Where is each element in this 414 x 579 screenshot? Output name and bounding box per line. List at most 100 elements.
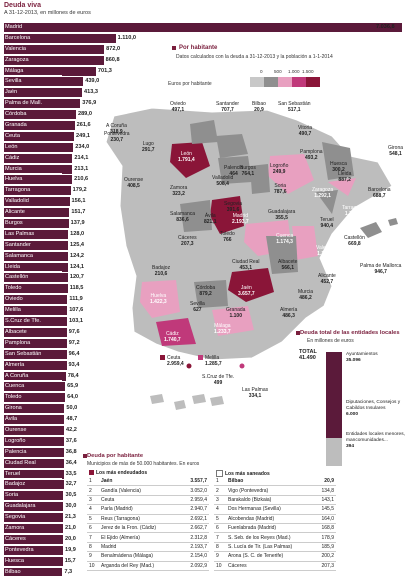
bar-category-label: Zaragoza: [5, 56, 29, 63]
total-bar-ayuntamientos: [326, 352, 342, 466]
bar-category-label: Almería: [5, 361, 25, 368]
bar-value-label: 21,3: [65, 514, 76, 521]
bar: [4, 382, 66, 392]
city-label: Ávila 821,1: [204, 213, 217, 225]
bar: [4, 393, 66, 403]
color-scale-swatch: [278, 77, 292, 87]
bar: [4, 502, 64, 512]
city-label: Pontevedra 230,7: [104, 131, 130, 143]
bar-row: Teruel 33,5: [4, 469, 404, 480]
bar: [4, 153, 73, 163]
bar: [4, 262, 68, 272]
bar-value-label: 107,6: [69, 307, 84, 314]
bar-value-label: 120,7: [69, 274, 84, 281]
city-label: Salamanca 836,6: [170, 211, 196, 223]
bar-value-label: 124,1: [69, 263, 84, 270]
bar: [4, 55, 104, 65]
bar-category-label: Valencia: [5, 45, 27, 52]
bar-value-label: 21,0: [65, 524, 76, 531]
bar-category-label: Tarragona: [5, 187, 31, 194]
city-label: Palencia 464: [224, 165, 244, 177]
bar-value-label: 125,4: [70, 241, 85, 248]
bar-category-label: A Coruña: [5, 372, 29, 379]
bar-row: Madrid 7.036,8: [4, 22, 404, 33]
table-row: 4 Parla (Madrid) 2.940,7: [87, 504, 209, 515]
bar: [4, 349, 67, 359]
bar: [4, 306, 68, 316]
bar-category-label: Girona: [5, 405, 22, 412]
bar-category-label: Valladolid: [5, 198, 29, 205]
bar-row: Cádiz 214,1: [4, 153, 404, 164]
bar: [4, 338, 67, 348]
bar: [4, 175, 73, 185]
total-item-entidades: Entidades locales menores, mancomunidade…: [346, 432, 405, 449]
city-label: Ciudad Real 453,1: [232, 259, 260, 271]
bar-row: Ciudad Real 36,4: [4, 458, 404, 469]
ceuta-swatch: [160, 355, 165, 361]
bar-category-label: Toledo: [5, 394, 22, 401]
city-label: Toledo 766: [220, 231, 235, 243]
bar-category-label: Pamplona: [5, 339, 31, 346]
per-capita-title: Por habitante: [179, 45, 218, 51]
bar-category-label: Huesca: [5, 557, 24, 564]
bar-value-label: 78,4: [67, 372, 79, 379]
bar: [4, 186, 71, 196]
bar-row: Alicante 151,7: [4, 207, 404, 219]
table-row: 4 Dos Hermanas (Sevilla) 145,5: [214, 504, 336, 515]
bar-row: A Coruña 78,4: [4, 371, 404, 382]
table-row: 7 S. Seb. de los Reyes (Mad.) 178,9: [214, 532, 336, 543]
color-scale-swatch: [264, 77, 278, 87]
table-row: 9 Arona (S. C. de Tenerife) 200,2: [214, 551, 336, 562]
bar-value-label: 413,3: [83, 89, 98, 96]
total-item-diputaciones: Diputaciones, Consejos y Cabildos Insula…: [346, 400, 401, 417]
bar-row: Salamanca 124,2: [4, 251, 404, 262]
city-label: Soria 787,6: [274, 183, 287, 195]
table-subtitle: Municipios de más de 50.000 habitantes. …: [87, 461, 200, 467]
bar: [4, 142, 74, 152]
city-label: Zamora 323,2: [170, 185, 188, 197]
bar-value-label: 210,6: [74, 176, 89, 183]
bar: [4, 458, 64, 468]
bar-category-label: Las Palmas: [5, 230, 35, 237]
bar-category-label: Albacete: [5, 328, 27, 335]
bar: [4, 425, 65, 435]
bar: [4, 447, 64, 457]
color-scale-swatch: [306, 77, 320, 87]
bar-category-label: Salamanca: [5, 252, 33, 259]
bar-row: Barcelona 1.110,0: [4, 33, 404, 44]
city-label: San Sebastián 517,1: [278, 101, 311, 113]
bar: [4, 415, 65, 425]
bar-value-label: 93,4: [68, 361, 80, 368]
total-item-ayuntamientos: Ayuntamientos 35.096: [346, 352, 378, 363]
bar-row: Ceuta 249,1: [4, 131, 404, 142]
bar-value-label: 50,0: [66, 405, 78, 412]
total-subtitle: En millones de euros: [307, 338, 354, 344]
bar-value-label: 151,7: [71, 209, 86, 216]
table-row: 10 Arganda del Rey (Mad.) 2.092,9: [87, 561, 209, 571]
city-label: Huelva 1.422,3: [150, 293, 167, 305]
bar-row: Pontevedra 19,9: [4, 545, 404, 556]
color-scale-swatch: [292, 77, 306, 87]
bar-category-label: Málaga: [5, 67, 24, 74]
city-label: Lleida 887,2: [338, 171, 352, 183]
bar: [4, 534, 63, 544]
bar-row: Jaén 413,3: [4, 87, 404, 99]
bar: [4, 121, 75, 131]
bar-category-label: Cáceres: [5, 535, 26, 542]
bar-value-label: 156,1: [71, 198, 86, 205]
bar-category-label: Pontevedra: [5, 546, 34, 553]
bar: [4, 469, 64, 479]
bar-category-label: Cádiz: [5, 154, 20, 161]
bar-category-label: Huelva: [5, 176, 23, 183]
city-label: Teruel 940,4: [320, 217, 334, 229]
bar-row: Pamplona 97,2: [4, 338, 404, 349]
bar-category-label: Ciudad Real: [5, 459, 36, 466]
city-label: Málaga 1.233,7: [214, 323, 231, 335]
bar-row: Castellón 120,7: [4, 272, 404, 284]
city-label: Guadalajara 355,5: [268, 209, 296, 221]
bar-value-label: 36,8: [65, 448, 77, 455]
bar-value-label: 124,2: [70, 252, 84, 259]
bar-value-label: 65,9: [67, 383, 79, 390]
bar-row: Santander 125,4: [4, 240, 404, 251]
city-label: Las Palmas 334,1: [242, 387, 269, 399]
